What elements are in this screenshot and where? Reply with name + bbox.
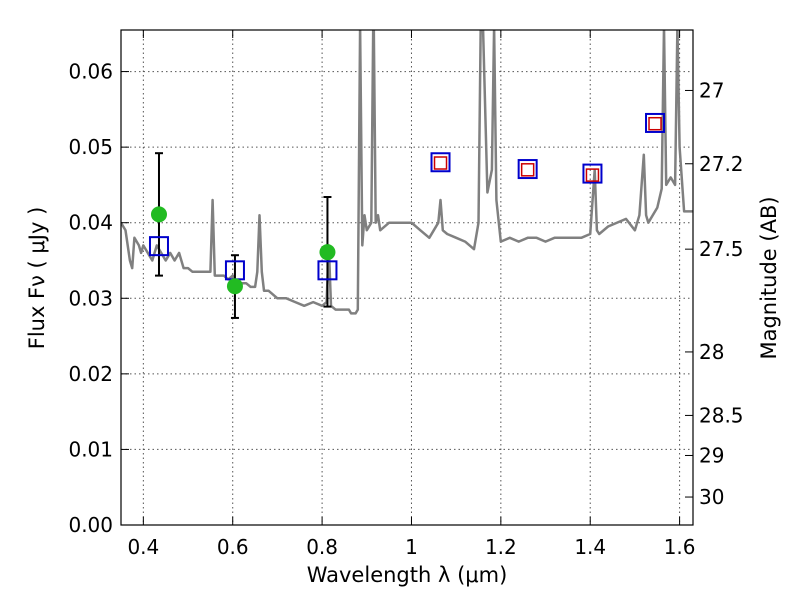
model-point	[645, 112, 666, 133]
x-tick-label: 1.4	[574, 535, 606, 559]
x-tick-label: 0.4	[127, 535, 159, 559]
y-tick-label: 0.06	[68, 60, 113, 84]
y-tick-label: 0.04	[68, 211, 113, 235]
model-point-inner	[520, 163, 535, 177]
y-tick-label: 0.05	[68, 135, 113, 159]
model-point-inner	[585, 168, 600, 182]
right-tick-label: 29	[699, 443, 724, 467]
y-tick-label: 0.03	[68, 286, 113, 310]
right-tick-label: 28	[699, 340, 724, 364]
model-point	[148, 236, 169, 257]
x-tick-label: 1.2	[485, 535, 517, 559]
y-axis-label: Flux Fν ( μJy )	[25, 207, 49, 350]
x-tick-label: 0.6	[217, 535, 249, 559]
right-tick-label: 27	[699, 78, 724, 102]
model-point	[582, 163, 603, 184]
y-tick-label: 0.01	[68, 437, 113, 461]
tick-layer: 0.4 0.6 0.8 1 1.2 1.4 1.6 0.00 0.01 0.02 0.03 0.04 0…	[68, 30, 744, 559]
x-tick-label: 1.6	[664, 535, 696, 559]
y-axis-label-right: Magnitude (AB)	[757, 196, 781, 359]
plot-frame	[120, 29, 694, 526]
y-tick-label: 0.02	[68, 362, 113, 386]
y-tick-label: 0.00	[68, 513, 113, 537]
observed-point	[226, 278, 243, 295]
model-point-inner	[433, 156, 448, 170]
observed-point	[150, 206, 167, 223]
model-point	[317, 260, 338, 281]
model-point-inner	[648, 116, 662, 131]
right-tick-label: 27.5	[699, 237, 744, 261]
series-layer	[121, 30, 693, 319]
x-axis-label: Wavelength λ (μm)	[307, 563, 508, 587]
right-tick-label: 27.2	[699, 152, 744, 176]
plot-background	[121, 30, 693, 525]
x-tick-label: 0.8	[306, 535, 338, 559]
right-tick-label: 28.5	[699, 403, 744, 427]
x-tick-label: 1	[405, 535, 418, 559]
right-tick-label: 30	[699, 485, 724, 509]
model-point	[430, 152, 451, 173]
observed-point	[319, 244, 336, 261]
model-point	[517, 159, 538, 180]
spectrum-line	[121, 30, 693, 315]
